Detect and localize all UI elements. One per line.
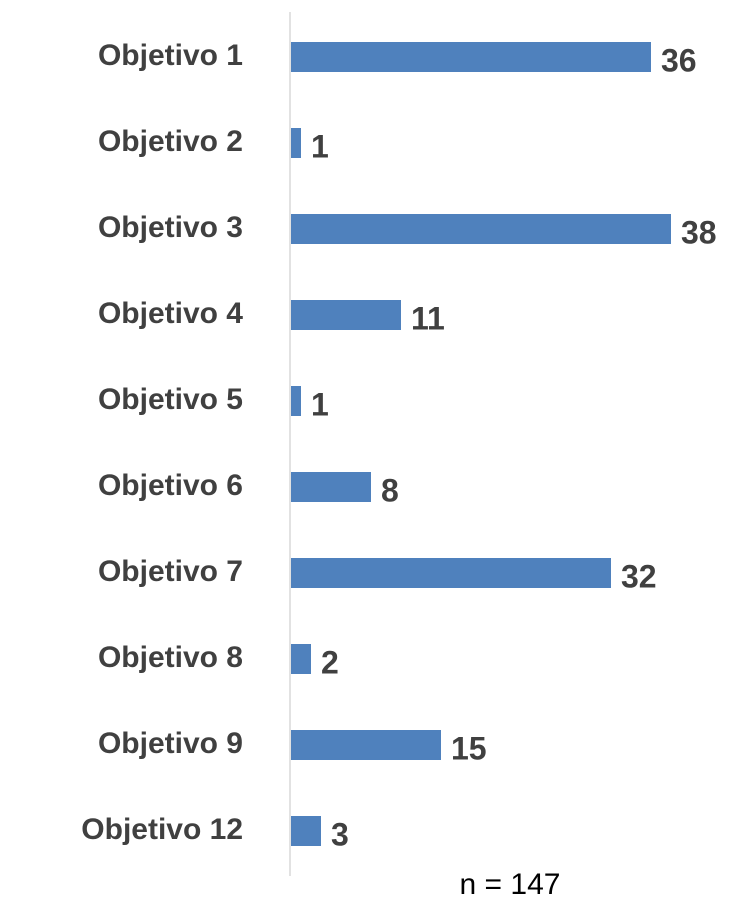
bar xyxy=(291,558,611,588)
value-label: 32 xyxy=(621,558,657,594)
category-label: Objetivo 6 xyxy=(98,469,243,502)
category-label: Objetivo 8 xyxy=(98,641,243,674)
value-label: 1 xyxy=(311,386,329,422)
annotation: n = 147 xyxy=(460,868,561,901)
category-label: Objetivo 2 xyxy=(98,125,243,158)
category-label: Objetivo 3 xyxy=(98,211,243,244)
category-label: Objetivo 4 xyxy=(98,297,243,330)
bar xyxy=(291,386,301,416)
value-label: 1 xyxy=(311,128,329,164)
value-label: 36 xyxy=(661,42,697,78)
bar xyxy=(291,816,321,846)
category-label: Objetivo 7 xyxy=(98,555,243,588)
category-label: Objetivo 12 xyxy=(81,813,243,846)
value-label: 38 xyxy=(681,214,717,250)
value-label: 8 xyxy=(381,472,399,508)
value-label: 15 xyxy=(451,730,487,766)
category-label: Objetivo 5 xyxy=(98,383,243,416)
bar xyxy=(291,128,301,158)
bar xyxy=(291,730,441,760)
category-label: Objetivo 1 xyxy=(98,39,243,72)
value-label: 2 xyxy=(321,644,339,680)
value-label: 3 xyxy=(331,816,349,852)
bar xyxy=(291,644,311,674)
bar xyxy=(291,300,401,330)
category-label: Objetivo 9 xyxy=(98,727,243,760)
bar xyxy=(291,42,651,72)
bar xyxy=(291,472,371,502)
value-label: 11 xyxy=(411,300,445,336)
bar xyxy=(291,214,671,244)
